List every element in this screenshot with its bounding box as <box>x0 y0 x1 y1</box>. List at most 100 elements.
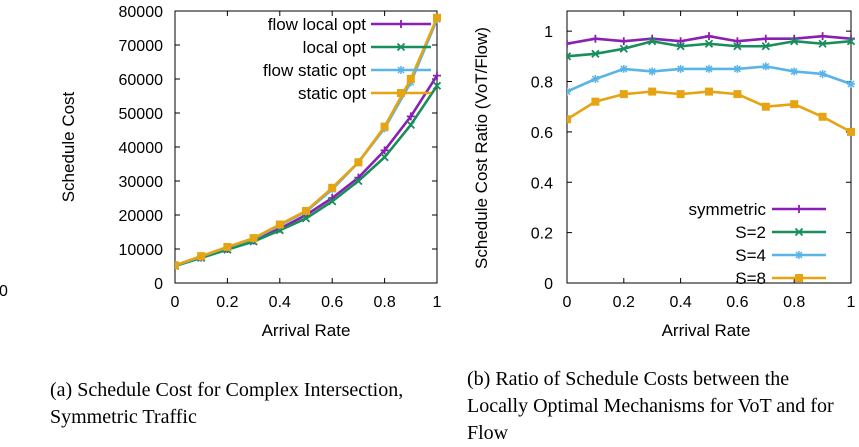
chart-b-legend-marker-3 <box>795 274 803 282</box>
chart-a-series-3-point <box>223 242 232 251</box>
chart-b-series-0-point <box>705 32 713 41</box>
chart-a-ytick-label: 30000 <box>119 174 164 191</box>
chart-a-ytick-label: 80000 <box>119 4 164 21</box>
chart-a-series-1-point <box>328 197 337 206</box>
chart-a-legend-marker-2 <box>397 66 405 74</box>
chart-b-series-2-point <box>790 67 799 76</box>
chart-b-series-1-point <box>818 39 827 48</box>
chart-a-ytick-label: 50000 <box>119 106 164 123</box>
chart-b-series-1-point <box>676 42 685 51</box>
chart-b-legend-marker-1 <box>794 227 804 237</box>
chart-a-series-3-point <box>175 261 179 270</box>
chart-b-xtick-label: 0.2 <box>613 294 635 311</box>
chart-b-series-2-point <box>648 67 657 76</box>
chart-a-xtick-label: 0.8 <box>373 294 395 311</box>
chart-b-ytick-label: 0 <box>544 276 553 293</box>
chart-b-series-2-point <box>619 64 628 73</box>
chart-b-series-2-point <box>818 69 827 78</box>
chart-a-xtick-label: 0.2 <box>216 294 238 311</box>
chart-a-ytick-label: 60000 <box>119 72 164 89</box>
chart-b-series-1-point <box>790 37 799 46</box>
chart-b-series-0-point <box>567 39 571 48</box>
chart-a-legend-label-1: local opt <box>303 38 367 57</box>
chart-a-ytick-label: 70000 <box>119 38 164 55</box>
chart-b-legend-label-2: S=4 <box>735 246 766 265</box>
chart-a-series-3-point <box>328 183 337 192</box>
chart-b-series-1-point <box>591 49 600 58</box>
chart-b-xtick-label: 0.4 <box>669 294 691 311</box>
chart-b-xlabel: Arrival Rate <box>662 321 751 340</box>
chart-b-series-2-point <box>676 64 685 73</box>
chart-a-ytick-label: 40000 <box>119 140 164 157</box>
chart-b-series-2-point <box>847 80 855 89</box>
caption-b: (b) Ratio of Schedule Costs between the … <box>467 368 834 444</box>
chart-a-series-0-point <box>433 71 441 80</box>
chart-b-series-3-point <box>648 87 657 96</box>
chart-a-ylabel: Schedule Cost <box>59 91 78 202</box>
chart-b-series-3-point <box>733 90 742 99</box>
chart-a-series-3-point <box>275 220 284 229</box>
chart-a-xlabel: Arrival Rate <box>262 321 351 340</box>
caption-a: (a) Schedule Cost for Complex Intersecti… <box>50 379 404 428</box>
chart-a-series-3-point <box>380 122 389 131</box>
chart-b-ylabel: Schedule Cost Ratio (VoT/Flow) <box>472 27 491 269</box>
chart-b-series-2-point <box>705 64 713 73</box>
chart-b-ytick-label: 0.6 <box>531 125 553 142</box>
chart-a-series-0-point <box>380 146 389 155</box>
chart-b-series-2-point <box>567 87 571 96</box>
chart-b-legend-label-3: S=8 <box>735 269 766 288</box>
chart-a-series-1-point <box>354 176 363 186</box>
chart-a-legend-label-2: flow static opt <box>263 61 366 80</box>
chart-b-series-3-point <box>705 87 713 96</box>
chart-b-frame <box>566 10 852 284</box>
chart-a-legend-marker-1 <box>396 42 406 52</box>
chart-a-series-3-point <box>197 252 206 261</box>
chart-b-series-3-point <box>676 90 685 99</box>
chart-b-ytick-label: 0.2 <box>531 226 553 243</box>
chart-a-series-line-1 <box>175 85 439 268</box>
chart-a-ytick-label: 10000 <box>119 242 164 259</box>
chart-a-series-1-point <box>380 153 389 162</box>
chart-b-ytick-label: 0.8 <box>531 75 553 92</box>
chart-a-series-3-point <box>406 75 415 83</box>
chart-b-xtick-label: 1 <box>847 294 856 311</box>
chart-b-series-3-point <box>818 112 827 121</box>
chart-b-series-1-point <box>567 52 572 61</box>
chart-b-series-3-point <box>567 115 571 124</box>
chart-b-legend-marker-0 <box>795 205 803 213</box>
chart-b-series-1-point <box>648 37 657 46</box>
chart-b-series-1-point <box>733 42 742 51</box>
chart-b-legend-label-1: S=2 <box>735 223 766 242</box>
chart-b-xtick-label: 0.8 <box>783 294 805 311</box>
chart-b-legend-marker-2 <box>795 251 803 259</box>
chart-b: Schedule Cost Ratio (VoT/Flow) Arrival R… <box>472 10 856 340</box>
chart-a-series-3-point <box>433 13 441 22</box>
chart-a-series-3-point <box>249 234 258 243</box>
chart-b-series-0-point <box>733 37 742 46</box>
chart-b-series-3-point <box>591 97 600 106</box>
chart-b-series-1-point <box>846 37 856 46</box>
chart-b-xtick-label: 0.6 <box>726 294 748 311</box>
chart-b-series-1-point <box>619 44 628 53</box>
chart-a-legend-label-0: flow local opt <box>268 15 367 34</box>
chart-b-series-0-point <box>761 34 770 43</box>
chart-a-series-1-point <box>432 81 442 90</box>
chart-b-ytick-label: 0.4 <box>531 175 553 192</box>
chart-b-series-3-point <box>790 100 799 109</box>
chart-a-series-3-point <box>354 158 363 167</box>
chart-a-xtick-label: 0 <box>171 294 180 311</box>
chart-a-xtick-label: 0.6 <box>321 294 343 311</box>
chart-a-legend-marker-0 <box>397 20 405 28</box>
chart-a-xtick-label: 0.4 <box>269 294 291 311</box>
chart-a-legend-marker-3 <box>397 89 405 97</box>
chart-b-series-line-3 <box>567 90 852 134</box>
chart-b-series-2-point <box>761 62 770 71</box>
chart-b-series-0-point <box>676 37 685 46</box>
chart-a-series-1-point <box>301 214 311 223</box>
chart-a-series-3-point <box>302 206 310 215</box>
chart-b-series-0-point <box>818 32 827 41</box>
chart-a-ytick-label: 20000 <box>119 208 164 225</box>
chart-b-ytick-label: 1 <box>544 24 553 41</box>
chart-a-plot-area <box>175 13 442 271</box>
